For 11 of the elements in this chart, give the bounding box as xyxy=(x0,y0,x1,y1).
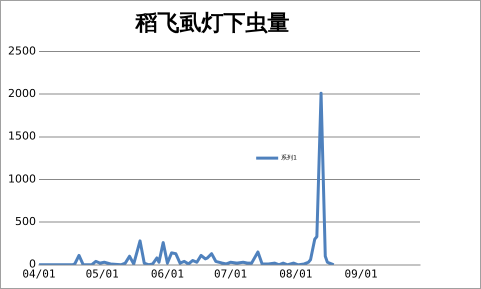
x-tick-label: 06/01 xyxy=(150,267,184,280)
x-tick-label: 07/01 xyxy=(214,267,248,280)
y-tick-label: 2500 xyxy=(8,44,36,58)
y-tick-label: 1000 xyxy=(8,172,36,186)
x-tick-label: 09/01 xyxy=(344,267,378,280)
y-tick-label: 500 xyxy=(14,214,36,228)
y-tick-label: 1500 xyxy=(8,130,36,143)
chart-title: 稻飞虱灯下虫量 xyxy=(134,10,290,36)
y-tick-label: 2000 xyxy=(8,86,36,100)
x-tick-label: 08/01 xyxy=(279,267,312,280)
x-tick-label: 05/01 xyxy=(86,267,119,280)
